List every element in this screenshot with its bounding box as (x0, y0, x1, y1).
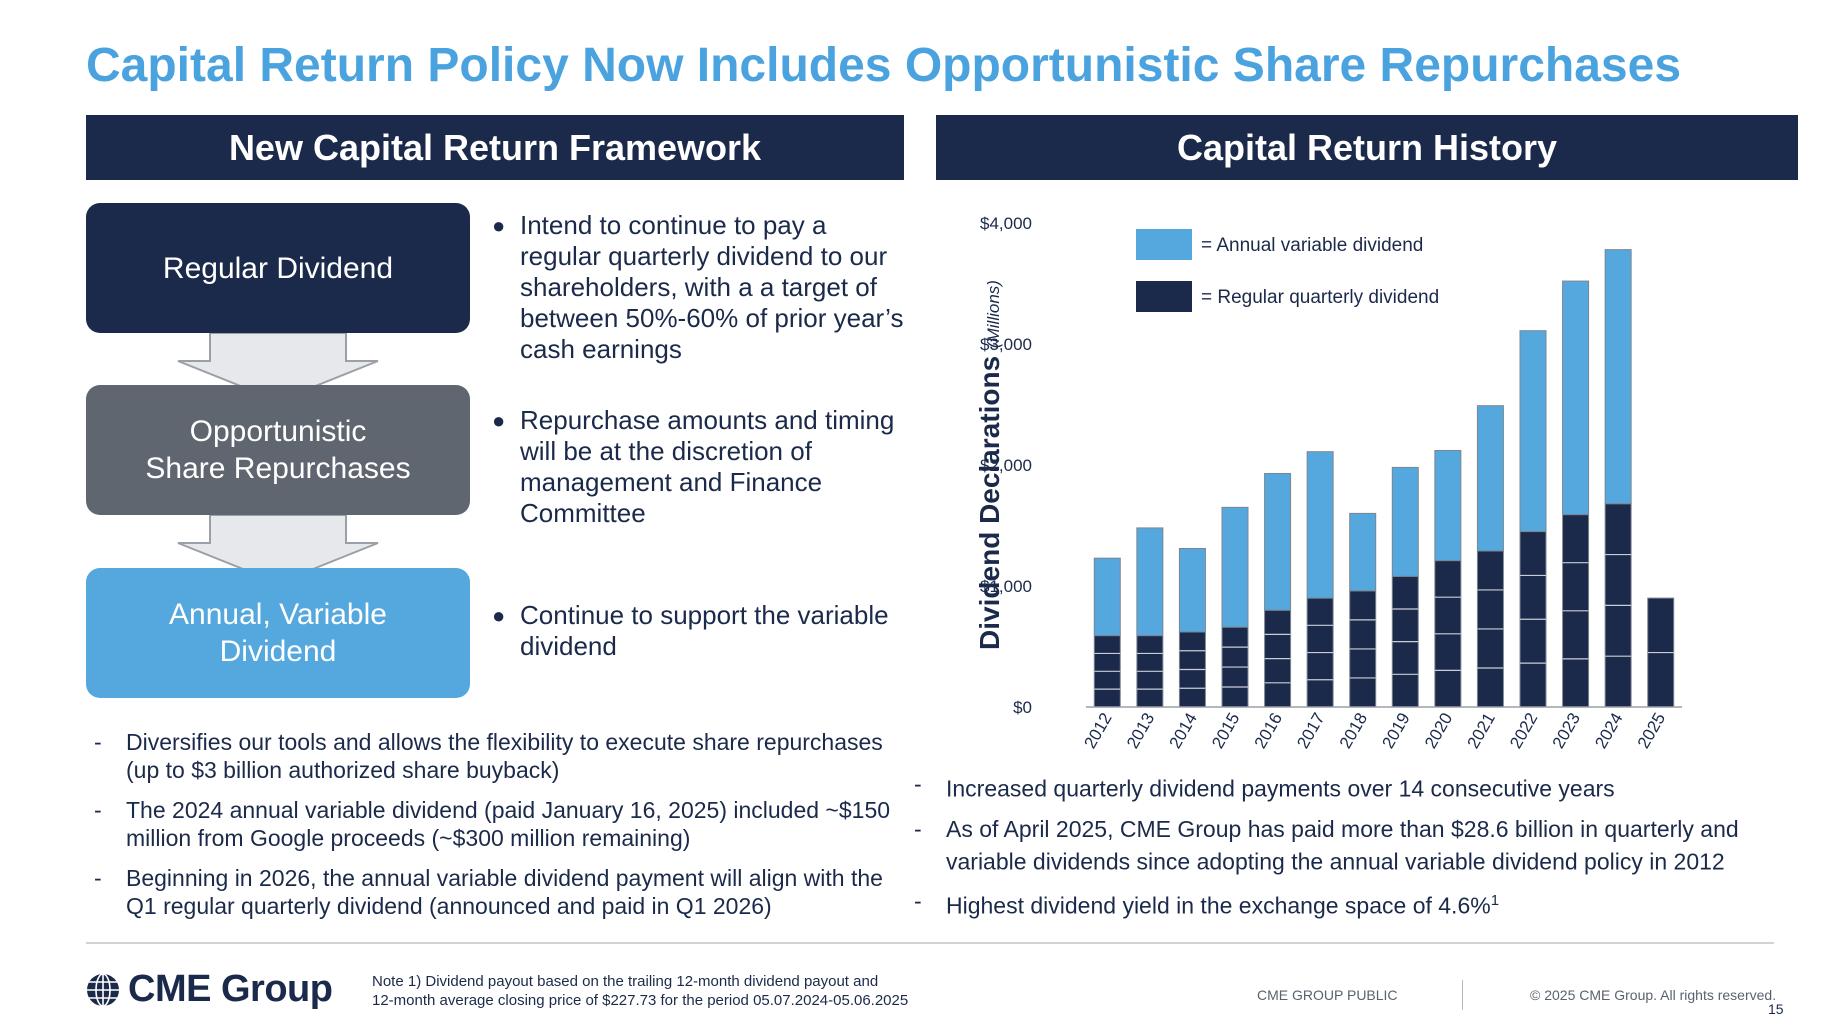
y-tick-label: $1,000 (980, 577, 1032, 596)
legend-swatch (1136, 281, 1192, 312)
legend-swatch (1136, 229, 1192, 260)
history-header: Capital Return History (936, 115, 1798, 180)
list-item: - Diversifies our tools and allows the fl… (94, 728, 894, 784)
x-tick-label: 2015 (1208, 710, 1243, 752)
bullet-icon: ● (492, 603, 506, 628)
bar-variable-2022 (1519, 330, 1547, 533)
x-tick-label: 2013 (1123, 710, 1158, 752)
y-tick-label: $4,000 (980, 214, 1032, 233)
framework-header: New Capital Return Framework (86, 115, 904, 180)
bar-variable-2019 (1391, 466, 1419, 577)
x-tick-label: 2023 (1549, 710, 1584, 752)
regular-dividend-box: Regular Dividend (86, 203, 470, 333)
history-notes: - Increased quarterly dividend payments o… (914, 770, 1794, 932)
list-item: - As of April 2025, CME Group has paid mo… (914, 815, 1739, 875)
bullet-variable-dividend: ● Continue to support the variable divid… (492, 600, 912, 662)
y-tick-label: $3,000 (980, 335, 1032, 354)
y-axis-title: Dividend Declarations (Millions) (974, 280, 1005, 650)
footnote: Note 1) Dividend payout based on the tra… (372, 972, 932, 1010)
down-arrow-icon (177, 515, 379, 583)
x-tick-label: 2018 (1336, 710, 1371, 752)
bar-variable-2024 (1604, 249, 1632, 505)
y-tick-label: $0 (1013, 698, 1032, 717)
x-tick-label: 2016 (1251, 710, 1286, 752)
note-text: Beginning in 2026, the annual variable d… (126, 865, 883, 919)
annual-variable-dividend-box: Annual, Variable Dividend (86, 568, 470, 698)
cme-group-logo: CME Group (86, 968, 333, 1011)
down-arrow-icon (177, 333, 379, 401)
x-tick-label: 2024 (1591, 710, 1626, 752)
x-tick-label: 2020 (1421, 710, 1456, 752)
x-tick-label: 2017 (1293, 710, 1328, 752)
footer-divider (86, 942, 1774, 944)
x-tick-label: 2022 (1506, 710, 1541, 752)
slide-title: Capital Return Policy Now Includes Oppor… (86, 39, 1682, 92)
box-label: Annual, Variable (169, 598, 387, 631)
legend-label: = Annual variable dividend (1201, 235, 1423, 256)
page-number: 15 (1768, 1001, 1784, 1017)
note-text: Diversifies our tools and allows the fle… (126, 729, 883, 783)
x-tick-label: 2019 (1378, 710, 1413, 752)
bullet-text: Intend to continue to pay a regular quar… (520, 210, 904, 364)
framework-notes: - Diversifies our tools and allows the fl… (94, 728, 894, 932)
y-tick-label: $2,000 (980, 456, 1032, 475)
logo-text: CME Group (128, 968, 333, 1010)
x-tick-label: 2021 (1464, 710, 1499, 752)
note-text: Increased quarterly dividend payments ov… (946, 775, 1615, 802)
y-axis-label: Dividend Declarations (974, 348, 1005, 650)
bar-variable-2021 (1476, 405, 1504, 552)
footer-separator (1462, 980, 1463, 1010)
list-item: - Highest dividend yield in the exchange … (914, 888, 1500, 919)
footnote-marker: 1 (1490, 892, 1500, 910)
list-item: - Beginning in 2026, the annual variable … (94, 864, 894, 920)
bar-variable-2023 (1562, 280, 1590, 516)
globe-icon (87, 972, 119, 1007)
note-text: As of April 2025, CME Group has paid mor… (946, 815, 1739, 875)
bar-variable-2012 (1093, 557, 1121, 637)
bar-variable-2017 (1306, 451, 1334, 599)
box-label: Share Repurchases (145, 452, 411, 485)
x-tick-label: 2025 (1634, 710, 1669, 752)
bar-variable-2014 (1178, 547, 1206, 633)
note-text: Highest dividend yield in the exchange s… (946, 892, 1491, 919)
note-text: The 2024 annual variable dividend (paid … (126, 797, 891, 851)
classification-label: CME GROUP PUBLIC (1257, 987, 1398, 1003)
x-tick-label: 2014 (1166, 710, 1201, 752)
legend-label: = Regular quarterly dividend (1201, 287, 1439, 308)
bar-variable-2016 (1264, 472, 1292, 611)
bar-variable-2020 (1434, 449, 1462, 562)
capital-return-chart: $0 $1,000 $2,000 $3,000 $4,000 Dividend Decla… (974, 214, 1682, 752)
footnote-line: Note 1) Dividend payout based on the tra… (372, 973, 879, 990)
list-item: - Increased quarterly dividend payments o… (914, 771, 1615, 802)
bullet-text: Repurchase amounts and timing will be at… (520, 405, 895, 528)
box-label: Regular Dividend (162, 251, 394, 285)
bullet-icon: ● (492, 213, 506, 238)
box-label: Opportunistic (189, 415, 367, 448)
y-axis-unit: (Millions) (984, 280, 1003, 348)
bullet-regular-dividend: ● Intend to continue to pay a regular qu… (492, 210, 912, 365)
list-item: - The 2024 annual variable dividend (paid… (94, 796, 894, 852)
bullet-repurchases: ● Repurchase amounts and timing will be … (492, 405, 912, 529)
footnote-line: 12-month average closing price of $227.7… (372, 992, 909, 1009)
box-label: Dividend (219, 635, 337, 668)
x-tick-label: 2012 (1080, 710, 1115, 752)
bar-variable-2013 (1136, 527, 1164, 637)
opportunistic-repurchases-box: Opportunistic Share Repurchases (86, 385, 470, 515)
bullet-text: Continue to support the variable dividen… (520, 600, 889, 661)
bullet-icon: ● (492, 408, 506, 433)
bar-variable-2015 (1221, 506, 1249, 628)
copyright: © 2025 CME Group. All rights reserved. (1530, 987, 1777, 1003)
bar-variable-2018 (1349, 512, 1377, 592)
